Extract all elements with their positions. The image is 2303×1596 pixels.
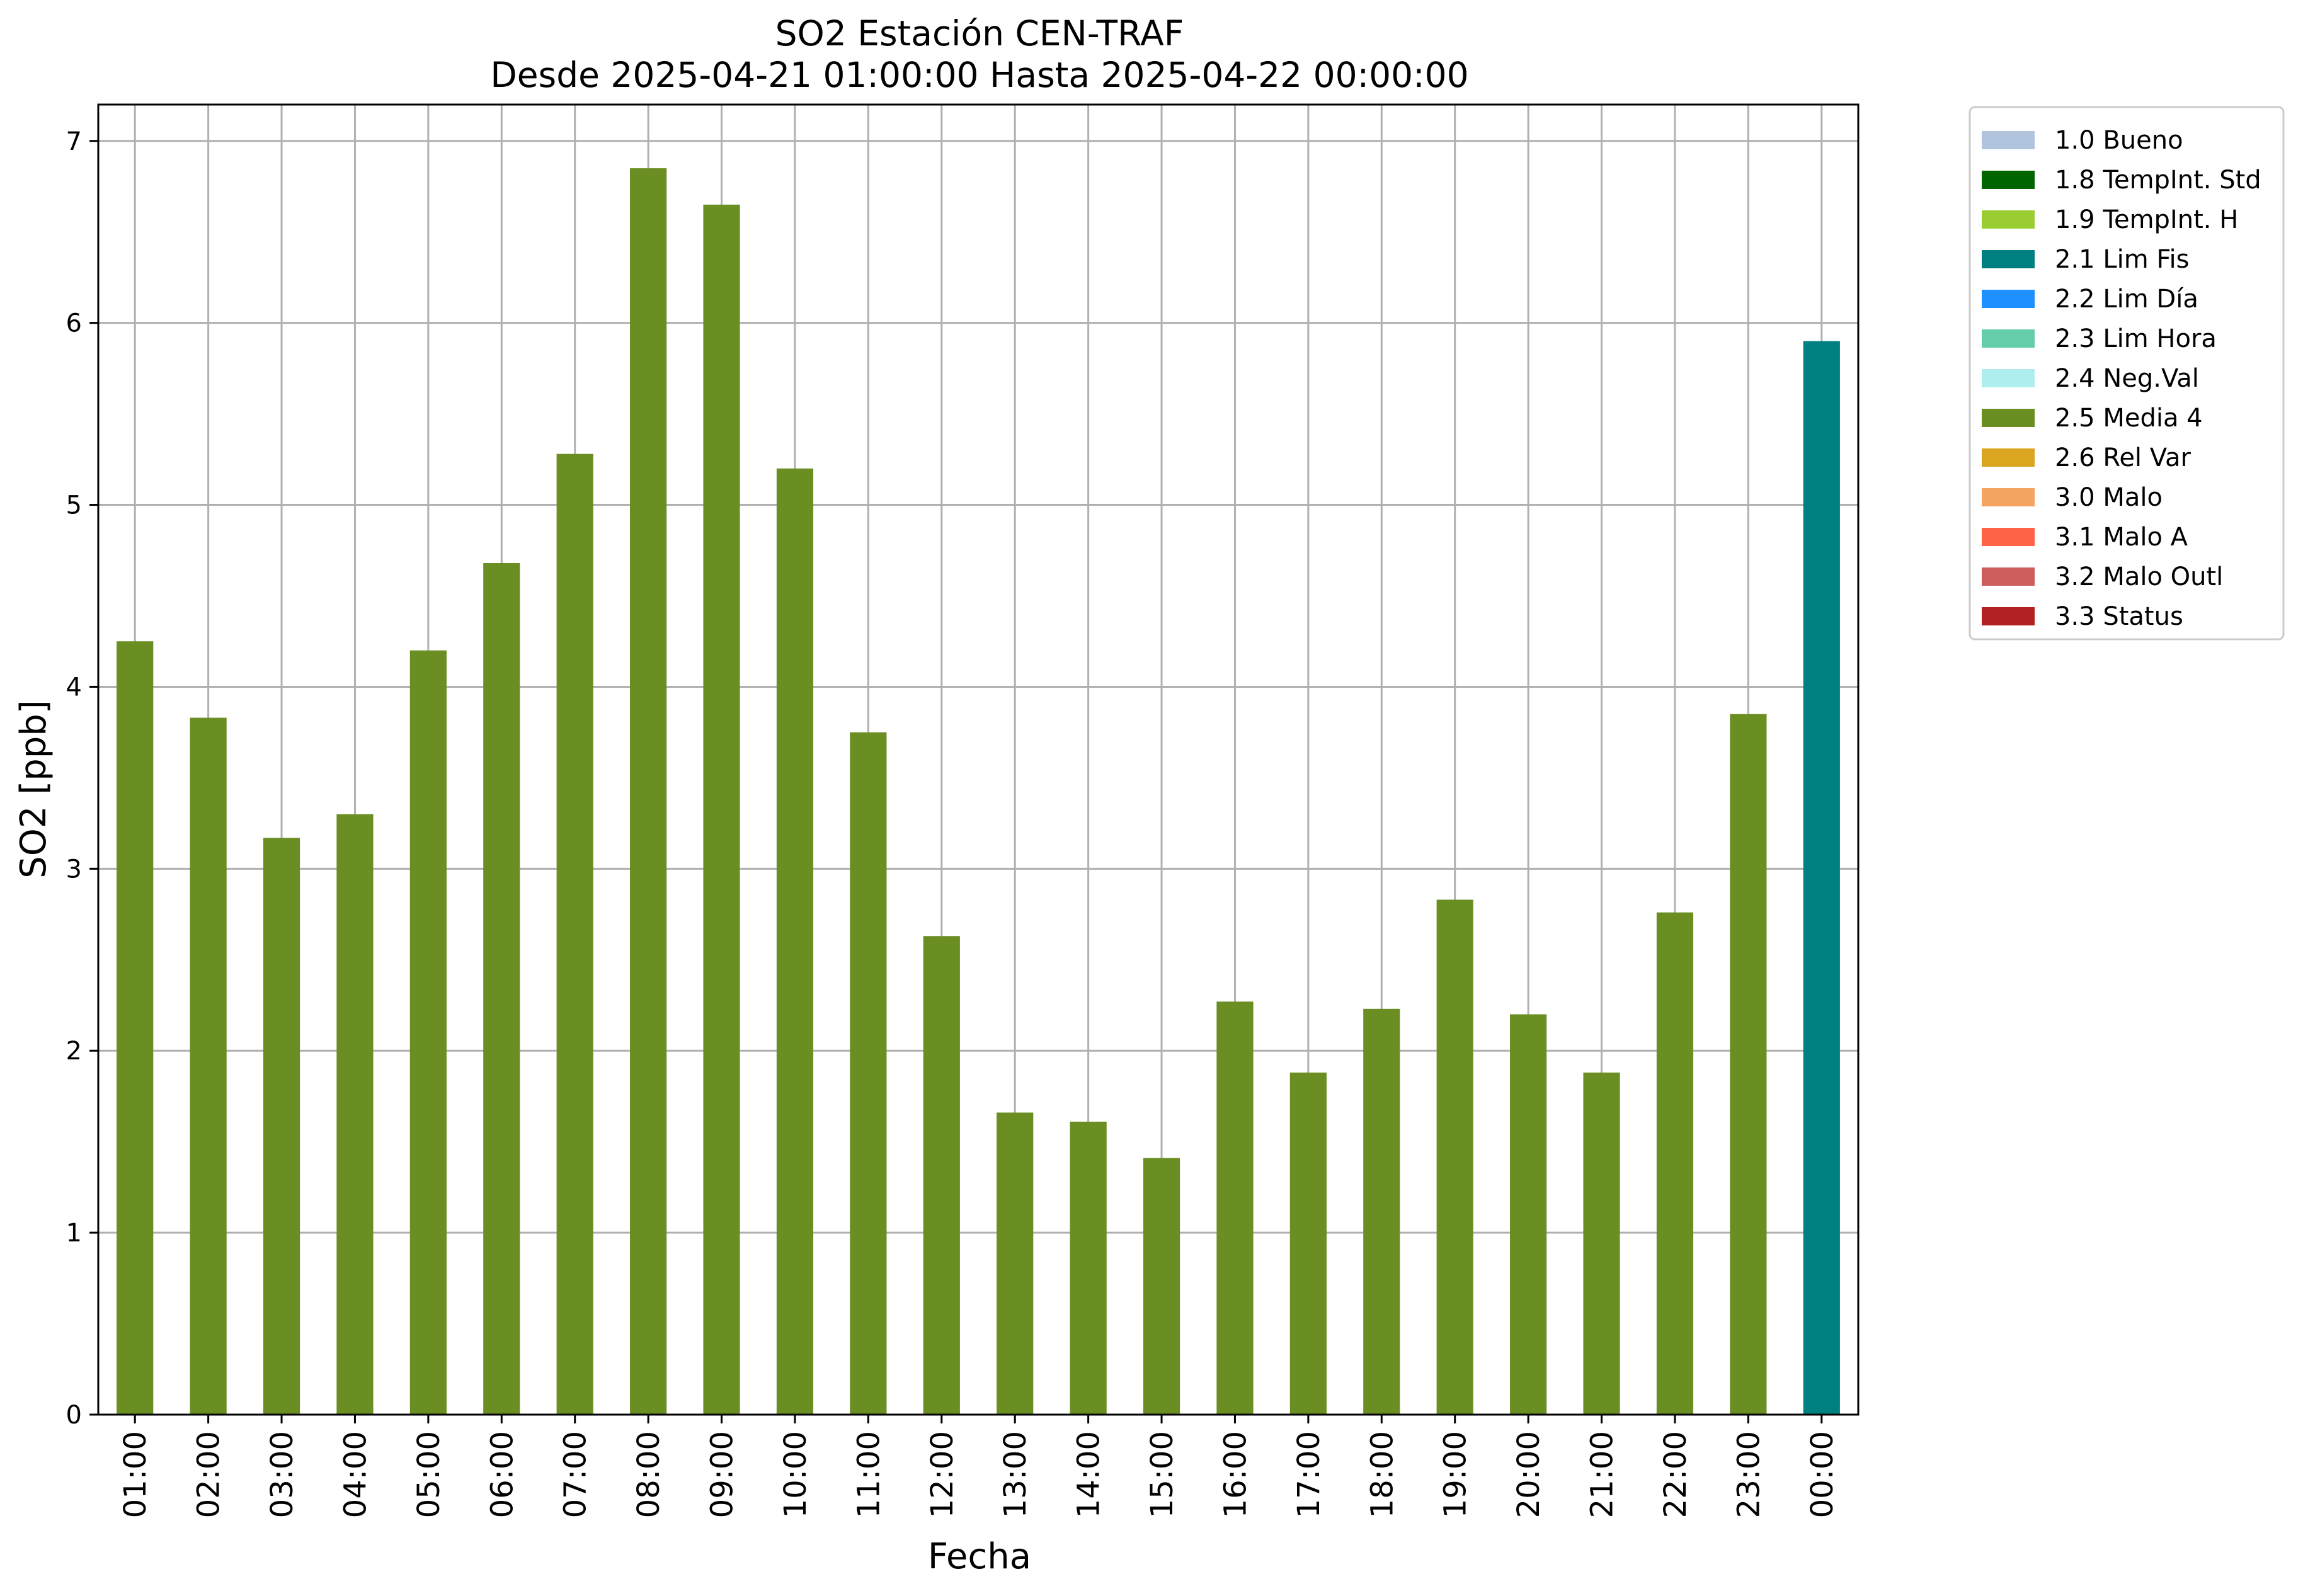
x-tick-label: 21:00	[1585, 1431, 1620, 1518]
x-tick-label: 19:00	[1438, 1431, 1473, 1518]
x-tick-label: 23:00	[1731, 1431, 1766, 1518]
legend-label: 3.1 Malo A	[2055, 523, 2188, 552]
x-tick-label: 18:00	[1364, 1431, 1400, 1518]
plot-frame	[97, 103, 1860, 1416]
y-tick-label: 1	[66, 1219, 82, 1248]
legend-swatch	[1982, 409, 2035, 427]
legend-swatch	[1982, 528, 2035, 546]
x-axis-label: Fecha	[928, 1536, 1031, 1577]
legend-swatch	[1982, 448, 2035, 467]
y-tick-label: 2	[66, 1037, 82, 1066]
bar-1200	[923, 936, 960, 1415]
bar-1800	[1363, 1008, 1400, 1415]
legend-frame	[1969, 106, 2285, 641]
x-tick-label: 10:00	[778, 1431, 813, 1518]
legend-swatch	[1982, 607, 2035, 625]
legend-label: 2.2 Lim Día	[2055, 285, 2198, 314]
legend-label: 2.5 Media 4	[2055, 404, 2203, 433]
x-tick-label: 13:00	[998, 1431, 1033, 1518]
bar-1500	[1143, 1158, 1180, 1415]
bar-1700	[1289, 1072, 1327, 1415]
x-tick-label: 22:00	[1658, 1431, 1693, 1518]
chart-title: SO2 Estación CEN-TRAF	[775, 13, 1184, 54]
x-tick-label: 00:00	[1805, 1431, 1840, 1518]
y-tick-label: 3	[66, 855, 82, 884]
bar-0800	[630, 168, 667, 1415]
bar-2100	[1583, 1072, 1620, 1415]
bar-2200	[1656, 912, 1694, 1415]
legend-swatch	[1982, 131, 2035, 149]
bar-1600	[1216, 1001, 1254, 1415]
x-tick-label: 01:00	[118, 1431, 153, 1518]
legend-label: 1.0 Bueno	[2055, 126, 2183, 155]
y-tick-label: 5	[66, 491, 82, 520]
legend-label: 3.3 Status	[2055, 602, 2183, 631]
bar-0200	[190, 717, 227, 1415]
legend-swatch	[1982, 210, 2035, 229]
legend: 1.0 Bueno 1.8 TempInt. Std 1.9 TempInt. H 2…	[1969, 106, 2285, 641]
y-axis-ticks: 0 1 2 3 4 5 6 7	[66, 127, 98, 1430]
legend-swatch	[1982, 369, 2035, 387]
bar-0100	[117, 641, 154, 1415]
bar-0700	[556, 453, 593, 1415]
x-tick-label: 02:00	[191, 1431, 227, 1518]
bar-0000	[1803, 341, 1840, 1415]
legend-swatch	[1982, 171, 2035, 189]
y-axis-label: SO2 [ppb]	[13, 700, 54, 878]
x-tick-label: 06:00	[484, 1431, 520, 1518]
legend-label: 2.3 Lim Hora	[2055, 324, 2217, 353]
legend-label: 2.6 Rel Var	[2055, 443, 2192, 472]
x-tick-label: 08:00	[631, 1431, 666, 1518]
legend-swatch	[1982, 329, 2035, 348]
legend-label: 2.4 Neg.Val	[2055, 364, 2199, 393]
bar-0500	[409, 650, 447, 1415]
x-tick-label: 05:00	[411, 1431, 447, 1518]
legend-label: 1.8 TempInt. Std	[2055, 166, 2261, 195]
y-tick-label: 0	[66, 1401, 82, 1430]
y-tick-label: 7	[66, 127, 82, 156]
bar-2000	[1510, 1014, 1547, 1415]
bar-1000	[776, 468, 814, 1415]
x-tick-label: 03:00	[265, 1431, 300, 1518]
legend-label: 1.9 TempInt. H	[2055, 205, 2238, 234]
x-tick-label: 04:00	[338, 1431, 373, 1518]
chart-subtitle: Desde 2025-04-21 01:00:00 Hasta 2025-04-…	[490, 55, 1468, 95]
x-tick-label: 14:00	[1071, 1431, 1107, 1518]
bar-0400	[336, 814, 374, 1415]
legend-swatch	[1982, 290, 2035, 308]
x-tick-label: 11:00	[851, 1431, 886, 1518]
x-tick-label: 09:00	[705, 1431, 740, 1518]
bar-0900	[703, 204, 740, 1415]
x-tick-label: 20:00	[1511, 1431, 1546, 1518]
x-tick-label: 12:00	[925, 1431, 960, 1518]
legend-label: 3.0 Malo	[2055, 483, 2163, 512]
legend-label: 3.2 Malo Outl	[2055, 562, 2223, 591]
x-tick-label: 15:00	[1145, 1431, 1180, 1518]
y-tick-label: 6	[66, 309, 82, 338]
legend-swatch	[1982, 488, 2035, 506]
x-tick-label: 16:00	[1218, 1431, 1253, 1518]
y-tick-label: 4	[66, 673, 82, 702]
bar-0300	[263, 838, 300, 1415]
bar-2300	[1730, 714, 1767, 1415]
x-axis-ticks: 01:00 02:00 03:00 04:00 05:00 06:00 07:00 08:00…	[118, 1415, 1840, 1518]
legend-swatch	[1982, 567, 2035, 586]
legend-label: 2.1 Lim Fis	[2055, 245, 2189, 274]
bar-0600	[483, 563, 520, 1415]
bar-1300	[997, 1112, 1034, 1415]
x-tick-label: 07:00	[558, 1431, 593, 1518]
bar-1100	[850, 732, 887, 1415]
bar-series	[117, 168, 1840, 1415]
legend-swatch	[1982, 250, 2035, 268]
bar-1400	[1070, 1121, 1107, 1415]
bar-1900	[1436, 899, 1473, 1415]
x-tick-label: 17:00	[1291, 1431, 1327, 1518]
